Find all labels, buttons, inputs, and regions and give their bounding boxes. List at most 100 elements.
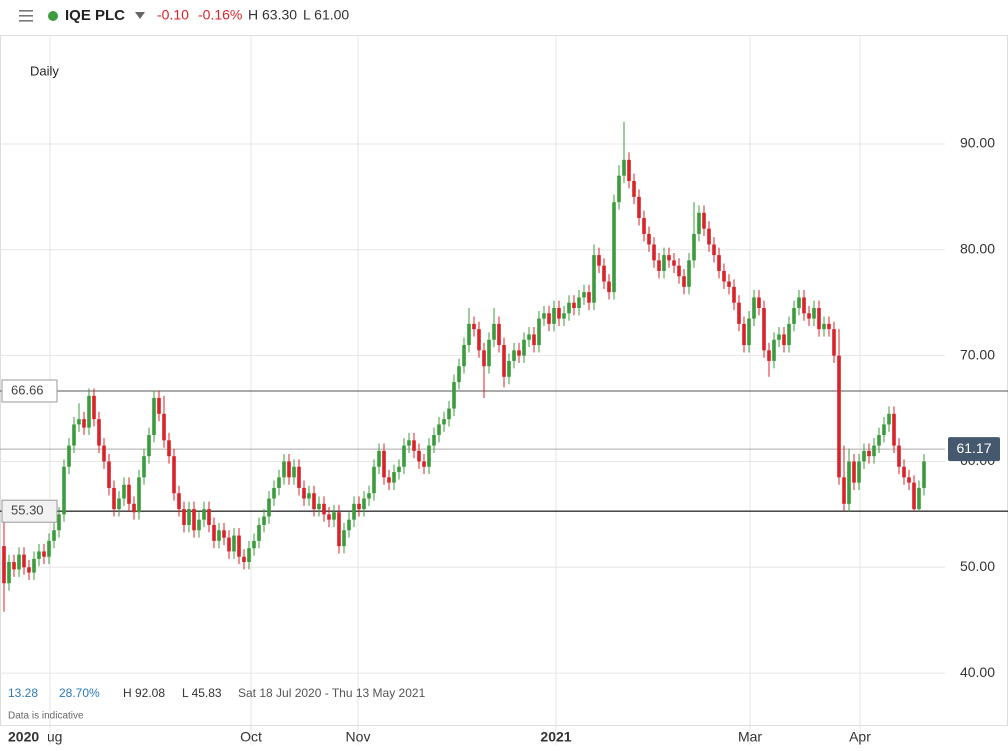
candle-body [342,530,346,547]
candle-body [277,477,281,488]
change-pct: -0.16% [198,7,242,23]
candle-body [847,461,851,504]
status-dot [48,11,58,21]
candle-body [457,366,461,383]
candle-body [42,551,46,557]
candle-body [2,546,6,584]
x-tick-label: 2021 [540,729,571,745]
candle-body [542,313,546,319]
dropdown-arrow[interactable] [135,12,145,19]
x-start-label: 2020 [8,729,39,745]
instrument-name[interactable]: IQE PLC [65,7,125,24]
change: -0.10 [157,7,189,23]
candle-body [632,180,636,197]
candle-body [667,255,671,261]
candle-body [282,461,286,478]
candle-body [647,233,651,245]
candle-body [852,461,856,483]
candle-body [882,424,886,436]
candle-body [582,292,586,298]
candle-body [527,334,531,340]
candle-body [557,308,561,319]
period-high: H 92.08 [123,686,165,700]
candle-body [347,519,351,531]
candle-body [497,323,501,346]
candle-body [537,318,541,346]
y-tick-label: 50.00 [960,558,995,574]
candle-body [217,530,221,541]
candle-body [512,350,516,361]
candle-body [597,255,601,266]
candle-body [442,419,446,425]
candle-body [242,556,246,563]
candle-body [507,360,511,377]
candle-body [87,395,91,428]
candle-body [177,493,181,510]
candle-body [887,413,891,425]
candle-body [22,554,26,568]
candle-body [687,260,691,287]
candle-body [502,345,506,377]
candle-body [262,516,266,525]
candle-body [907,477,911,483]
last-price-label: 61.17 [956,440,991,456]
candle-body [337,512,341,547]
x-tick-label: Nov [346,729,371,745]
candle-body [192,509,196,531]
candle-body [682,276,686,287]
candle-body [237,535,241,557]
candle-body [842,477,846,504]
candle-body [422,461,426,467]
candle-body [487,339,491,367]
candle-body [832,329,836,356]
candle-body [862,450,866,462]
candle-body [432,435,436,446]
candle-body [57,514,61,531]
candle-body [472,323,476,330]
menu-icon[interactable] [19,10,33,22]
candle-body [587,292,591,303]
candle-body [752,297,756,319]
candle-body [902,466,906,478]
candle-body [877,435,881,446]
y-tick-label: 80.00 [960,240,995,256]
candle-body [462,345,466,367]
candle-body [797,297,801,309]
price-line-label-box [1,379,58,403]
x-start-label-bg [0,728,48,748]
candle-body [857,461,861,483]
candle-body [827,323,831,330]
price-line-label: 55.30 [11,503,44,518]
candle-body [807,313,811,319]
candle-body [32,558,36,573]
candle-body [637,196,641,219]
candle-body [702,212,706,229]
candle-body [362,498,366,510]
candle-body [287,461,291,478]
period-low: L 45.83 [182,686,222,700]
day-high: H 63.30 [248,7,297,23]
candle-body [132,503,136,513]
candle-body [577,297,581,309]
x-tick-label: Apr [849,729,871,745]
candle-body [912,482,916,510]
candle-body [82,419,86,428]
candle-body [52,530,56,541]
candle-body [572,302,576,309]
candle-body [417,450,421,462]
candle-body [737,302,741,324]
candle-body [592,255,596,303]
candle-body [202,509,206,520]
candle-body [97,419,101,446]
candle-body [307,493,311,499]
candle-body [17,554,21,570]
candle-body [397,466,401,473]
candle-body [602,265,606,282]
candle-body [267,498,271,517]
candle-body [652,244,656,261]
candle-body [157,397,161,414]
candle-body [642,218,646,234]
candle-body [782,334,786,346]
candle-body [567,302,571,314]
candle-body [467,323,471,346]
